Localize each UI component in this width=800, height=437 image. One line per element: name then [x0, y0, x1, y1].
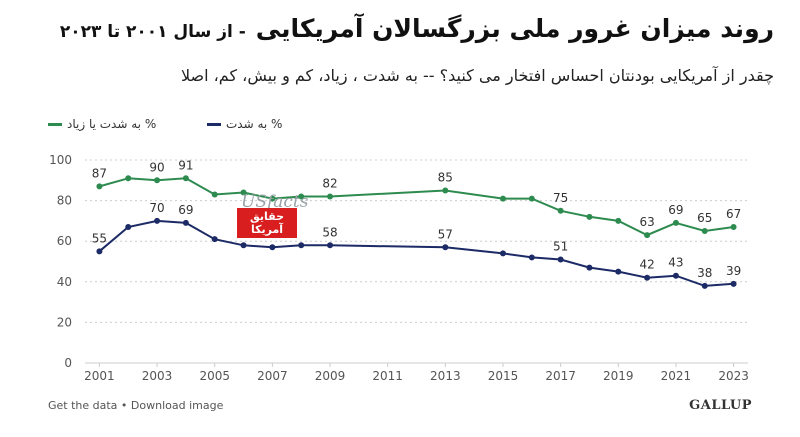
line-chart: 0 20 40 60 80 100 2001 2003 2005 2007 2009 2011 2013… [49, 153, 749, 383]
data-label-navy: 38 [697, 266, 712, 280]
x-tick-label: 2017 [545, 369, 576, 383]
data-point-green [211, 191, 218, 198]
data-point-green [269, 195, 276, 202]
data-point-navy [615, 268, 622, 275]
chart-title: روند میزان غرور ملی بزرگسالان آمریکایی [255, 14, 774, 43]
data-label-green: 67 [726, 207, 741, 221]
data-point-green [240, 189, 247, 196]
data-point-navy [327, 242, 334, 249]
y-tick-label: 80 [57, 194, 72, 208]
x-tick-label: 2023 [718, 369, 749, 383]
data-label-green: 69 [668, 203, 683, 217]
data-point-navy [586, 264, 593, 271]
x-tick-label: 2009 [315, 369, 346, 383]
chart-title-row: روند میزان غرور ملی بزرگسالان آمریکایی -… [20, 14, 774, 50]
data-point-navy [269, 244, 276, 251]
data-label-navy: 42 [639, 258, 654, 272]
data-point-navy [528, 254, 535, 261]
data-label-green: 65 [697, 211, 712, 225]
data-label-navy: 39 [726, 264, 741, 278]
legend-swatch-navy [207, 122, 221, 126]
data-point-green [96, 183, 103, 190]
data-point-green [182, 175, 189, 182]
x-tick-label: 2005 [199, 369, 230, 383]
y-tick-label: 40 [57, 275, 72, 289]
data-label-green: 85 [438, 170, 453, 184]
data-point-green [125, 175, 132, 182]
watermark-logo-text: USfacts [241, 192, 309, 212]
data-point-green [701, 228, 708, 235]
data-point-green [644, 232, 651, 239]
data-point-green [154, 177, 161, 184]
data-point-navy [644, 274, 651, 281]
data-point-green [615, 217, 622, 224]
data-label-navy: 57 [438, 227, 453, 241]
data-point-navy [125, 223, 132, 230]
data-point-green [730, 223, 737, 230]
data-point-navy [701, 282, 708, 289]
data-label-navy: 69 [178, 203, 193, 217]
y-tick-label: 100 [49, 153, 72, 167]
data-label-green: 82 [322, 177, 337, 191]
chart-subtitle: - از سال ۲۰۰۱ تا ۲۰۲۳ [59, 22, 246, 42]
legend-item-green[interactable]: % به شدت یا زیاد [48, 117, 156, 131]
x-tick-label: 2011 [372, 369, 403, 383]
data-point-navy [557, 256, 564, 263]
x-tick-label: 2015 [488, 369, 519, 383]
data-point-green [499, 195, 506, 202]
data-point-navy [240, 242, 247, 249]
usfacts-watermark: USfacts حقایق آمریکا [237, 192, 308, 240]
data-label-green: 75 [553, 191, 568, 205]
watermark-line-3: آمریکا [250, 223, 284, 236]
data-label-green: 90 [149, 160, 164, 174]
data-point-green [557, 207, 564, 214]
x-tick-label: 2013 [430, 369, 461, 383]
data-point-navy [730, 280, 737, 287]
gallup-logo: GALLUP [689, 398, 752, 413]
data-point-navy [672, 272, 679, 279]
data-point-green [528, 195, 535, 202]
data-label-navy: 55 [92, 231, 107, 245]
data-point-green [442, 187, 449, 194]
y-tick-label: 60 [57, 234, 72, 248]
survey-question: چقدر از آمریکایی بودنتان احساس افتخار می… [180, 66, 774, 85]
footer-links[interactable]: Get the data • Download image [48, 399, 224, 412]
data-point-green [327, 193, 334, 200]
data-point-navy [298, 242, 305, 249]
legend-label-navy: % به شدت [226, 117, 283, 131]
data-label-green: 63 [639, 215, 654, 229]
watermark-line-2: حقایق [249, 210, 285, 223]
data-label-green: 87 [92, 166, 107, 180]
data-point-navy [182, 219, 189, 226]
data-point-green [586, 213, 593, 220]
legend-item-navy[interactable]: % به شدت [207, 117, 282, 131]
data-point-navy [499, 250, 506, 257]
data-point-green [298, 193, 305, 200]
data-label-navy: 58 [322, 225, 337, 239]
data-point-navy [442, 244, 449, 251]
x-tick-label: 2003 [142, 369, 173, 383]
x-tick-label: 2001 [84, 369, 115, 383]
legend-label-green: % به شدت یا زیاد [67, 117, 157, 131]
y-tick-label: 20 [57, 315, 72, 329]
data-point-green [672, 219, 679, 226]
data-point-navy [96, 248, 103, 255]
x-tick-label: 2007 [257, 369, 288, 383]
x-tick-label: 2021 [661, 369, 692, 383]
watermark-badge: حقایق آمریکا [237, 208, 297, 238]
data-point-navy [211, 236, 218, 243]
data-point-navy [154, 217, 161, 224]
data-label-green: 91 [178, 158, 193, 172]
data-label-navy: 43 [668, 256, 683, 270]
y-tick-label: 0 [64, 356, 72, 370]
x-tick-label: 2019 [603, 369, 634, 383]
data-label-navy: 51 [553, 239, 568, 253]
data-label-navy: 70 [149, 201, 164, 215]
legend-swatch-green [48, 122, 62, 126]
